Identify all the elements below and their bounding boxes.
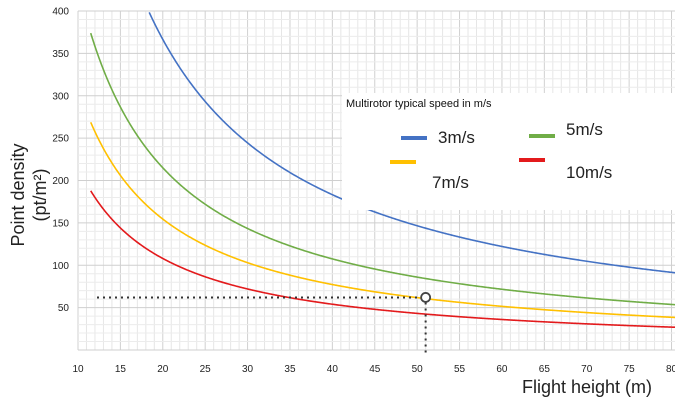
- x-tick-label: 80: [666, 364, 675, 375]
- tick-labels: 10 15 20 25 30 35 40 45 50 55 60 65 70 75 80 50 100 150 20…: [52, 7, 675, 376]
- x-tick-label: 55: [454, 364, 466, 375]
- y-axis-title-line1: Point density: [8, 143, 28, 246]
- series-line-3m-per-s: [148, 12, 675, 274]
- x-tick-label: 25: [200, 364, 212, 375]
- x-tick-label: 75: [624, 364, 636, 375]
- y-tick-label: 350: [52, 49, 69, 60]
- annotation-marker: [420, 292, 432, 303]
- x-tick-label: 60: [496, 364, 508, 375]
- x-tick-label: 30: [242, 364, 254, 375]
- y-tick-label: 100: [52, 261, 69, 272]
- legend: 3m/s 5m/s 7m/s 10m/s: [390, 120, 612, 192]
- series-lines: [89, 12, 675, 329]
- x-tick-label: 40: [327, 364, 339, 375]
- x-tick-label: 50: [412, 364, 424, 375]
- series-line-10m-per-s: [90, 190, 675, 329]
- legend-label: 3m/s: [438, 128, 475, 147]
- x-tick-label: 15: [115, 364, 127, 375]
- x-tick-label: 70: [581, 364, 593, 375]
- y-tick-label: 150: [52, 218, 69, 229]
- x-tick-label: 10: [72, 364, 84, 375]
- x-tick-label: 35: [284, 364, 296, 375]
- y-tick-label: 50: [58, 303, 70, 314]
- legend-label: 7m/s: [432, 173, 469, 192]
- x-tick-label: 65: [539, 364, 551, 375]
- legend-title: Multirotor typical speed in m/s: [346, 98, 492, 110]
- legend-label: 10m/s: [566, 163, 612, 182]
- x-axis-title: Flight height (m): [522, 377, 652, 397]
- x-tick-label: 45: [369, 364, 381, 375]
- y-tick-label: 250: [52, 134, 69, 145]
- y-axis-title-line2: (pt/m²): [30, 169, 50, 222]
- series-line-7m-per-s: [89, 121, 675, 319]
- legend-label: 5m/s: [566, 120, 603, 139]
- y-tick-label: 400: [52, 7, 69, 18]
- y-tick-label: 200: [52, 176, 69, 187]
- legend-box: [342, 93, 675, 210]
- annotation-guide: [97, 292, 432, 354]
- series-line-5m-per-s: [89, 32, 675, 306]
- x-tick-label: 20: [157, 364, 169, 375]
- y-tick-label: 300: [52, 91, 69, 102]
